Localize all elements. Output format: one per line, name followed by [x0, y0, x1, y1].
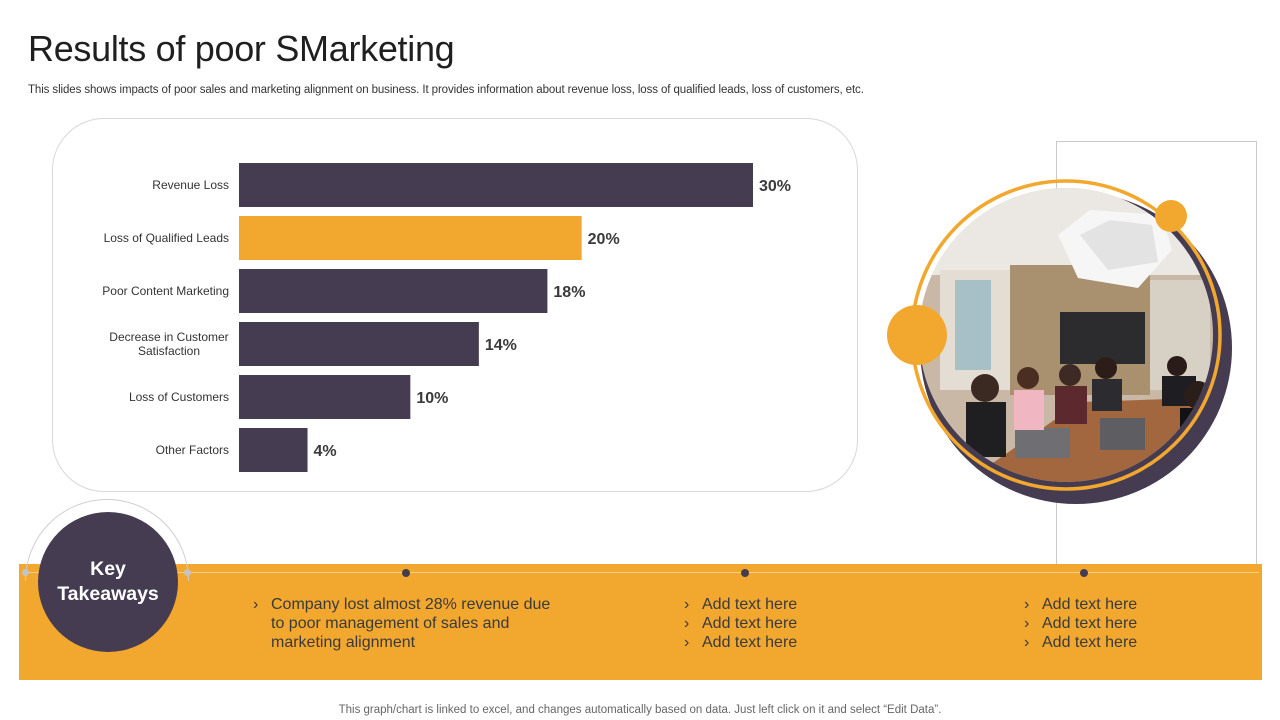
takeaway-column-2: Add text here Add text here Add text her…: [684, 595, 797, 652]
value-label: 10%: [416, 390, 448, 407]
takeaway-column-3: Add text here Add text here Add text her…: [1024, 595, 1137, 652]
value-label: 20%: [588, 231, 620, 248]
category-label: Decrease in Customer Satisfaction: [109, 330, 228, 358]
band-connector-line: [27, 572, 1259, 573]
category-label: Revenue Loss: [152, 178, 229, 192]
takeaway-item[interactable]: Add text here: [684, 614, 797, 633]
arc-end-dot: [184, 569, 191, 576]
accent-circle-large: [887, 305, 947, 365]
category-label: Poor Content Marketing: [102, 284, 229, 298]
value-label: 14%: [485, 337, 517, 354]
bar-poor-content-marketing[interactable]: [239, 269, 548, 313]
key-takeaways-badge: Key Takeaways: [38, 512, 178, 652]
bar-loss-of-qualified-leads[interactable]: [239, 216, 582, 260]
takeaway-item[interactable]: Add text here: [1024, 633, 1137, 652]
photo-group: [880, 170, 1240, 510]
bar-decrease-in-customer-satisfaction[interactable]: [239, 322, 479, 366]
takeaway-item-continued[interactable]: marketing alignment: [253, 633, 550, 652]
meeting-photo-icon: [887, 179, 1232, 504]
bar-other-factors[interactable]: [239, 428, 308, 472]
value-label: 18%: [553, 284, 585, 301]
column-marker-dot: [402, 569, 410, 577]
column-marker-dot: [1080, 569, 1088, 577]
key-takeaways-line2: Takeaways: [57, 583, 159, 605]
takeaway-column-1: Company lost almost 28% revenue due to p…: [253, 595, 550, 652]
key-takeaways-line1: Key: [90, 558, 126, 580]
accent-circle-small: [1155, 200, 1187, 232]
column-marker-dot: [741, 569, 749, 577]
takeaway-item[interactable]: Add text here: [1024, 595, 1137, 614]
chart-card[interactable]: Revenue Loss 30% Loss of Qualified Leads 20…: [52, 118, 858, 492]
takeaway-item[interactable]: Add text here: [1024, 614, 1137, 633]
arc-end-dot: [22, 569, 29, 576]
takeaway-item[interactable]: Add text here: [684, 633, 797, 652]
meeting-photo: [919, 188, 1213, 482]
category-label: Loss of Qualified Leads: [104, 231, 229, 245]
bar-chart[interactable]: Revenue Loss 30% Loss of Qualified Leads 20…: [53, 119, 859, 493]
value-label: 30%: [759, 178, 791, 195]
bar-loss-of-customers[interactable]: [239, 375, 411, 419]
takeaway-item-continued[interactable]: to poor management of sales and: [253, 614, 550, 633]
page-title: Results of poor SMarketing: [28, 28, 455, 69]
page-subtitle: This slides shows impacts of poor sales …: [28, 84, 864, 96]
takeaway-text: marketing alignment: [271, 634, 416, 651]
value-label: 4%: [314, 443, 337, 460]
takeaway-text: to poor management of sales and: [271, 615, 510, 632]
category-label: Loss of Customers: [129, 390, 229, 404]
takeaway-item[interactable]: Company lost almost 28% revenue due: [253, 595, 550, 614]
category-label: Other Factors: [156, 443, 229, 457]
bar-revenue-loss[interactable]: [239, 163, 753, 207]
footer-note: This graph/chart is linked to excel, and…: [338, 704, 942, 716]
takeaway-item[interactable]: Add text here: [684, 595, 797, 614]
